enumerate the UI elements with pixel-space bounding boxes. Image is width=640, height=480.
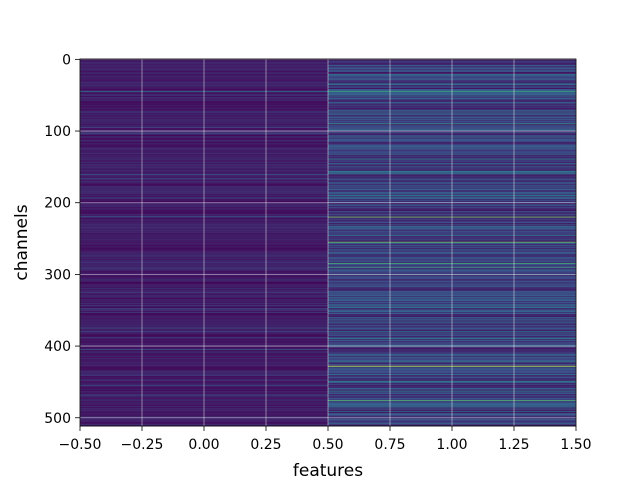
x-tick-label: −0.25: [121, 437, 164, 453]
y-axis: 0 100 200 300 400 500: [44, 52, 80, 427]
x-tick-label: 1.00: [436, 437, 467, 453]
y-tick-label: 100: [44, 124, 71, 140]
x-tick-label: 0.25: [250, 437, 281, 453]
y-tick-label: 400: [44, 339, 71, 355]
x-tick-label: 0.50: [312, 437, 343, 453]
x-tick-label: 1.25: [498, 437, 529, 453]
x-tick-label: −0.50: [59, 437, 102, 453]
y-tick-label: 200: [44, 196, 71, 212]
y-axis-label: channels: [12, 204, 32, 280]
y-tick-label: 500: [44, 411, 71, 427]
y-tick-label: 300: [44, 267, 71, 283]
x-tick-label: 0.00: [188, 437, 219, 453]
y-tick-label: 0: [62, 52, 71, 68]
x-tick-label: 1.50: [560, 437, 591, 453]
x-tick-label: 0.75: [374, 437, 405, 453]
x-axis: −0.50 −0.25 0.00 0.25 0.50 0.75 1.00 1.25 1.50: [59, 426, 592, 453]
x-axis-label: features: [293, 461, 363, 480]
